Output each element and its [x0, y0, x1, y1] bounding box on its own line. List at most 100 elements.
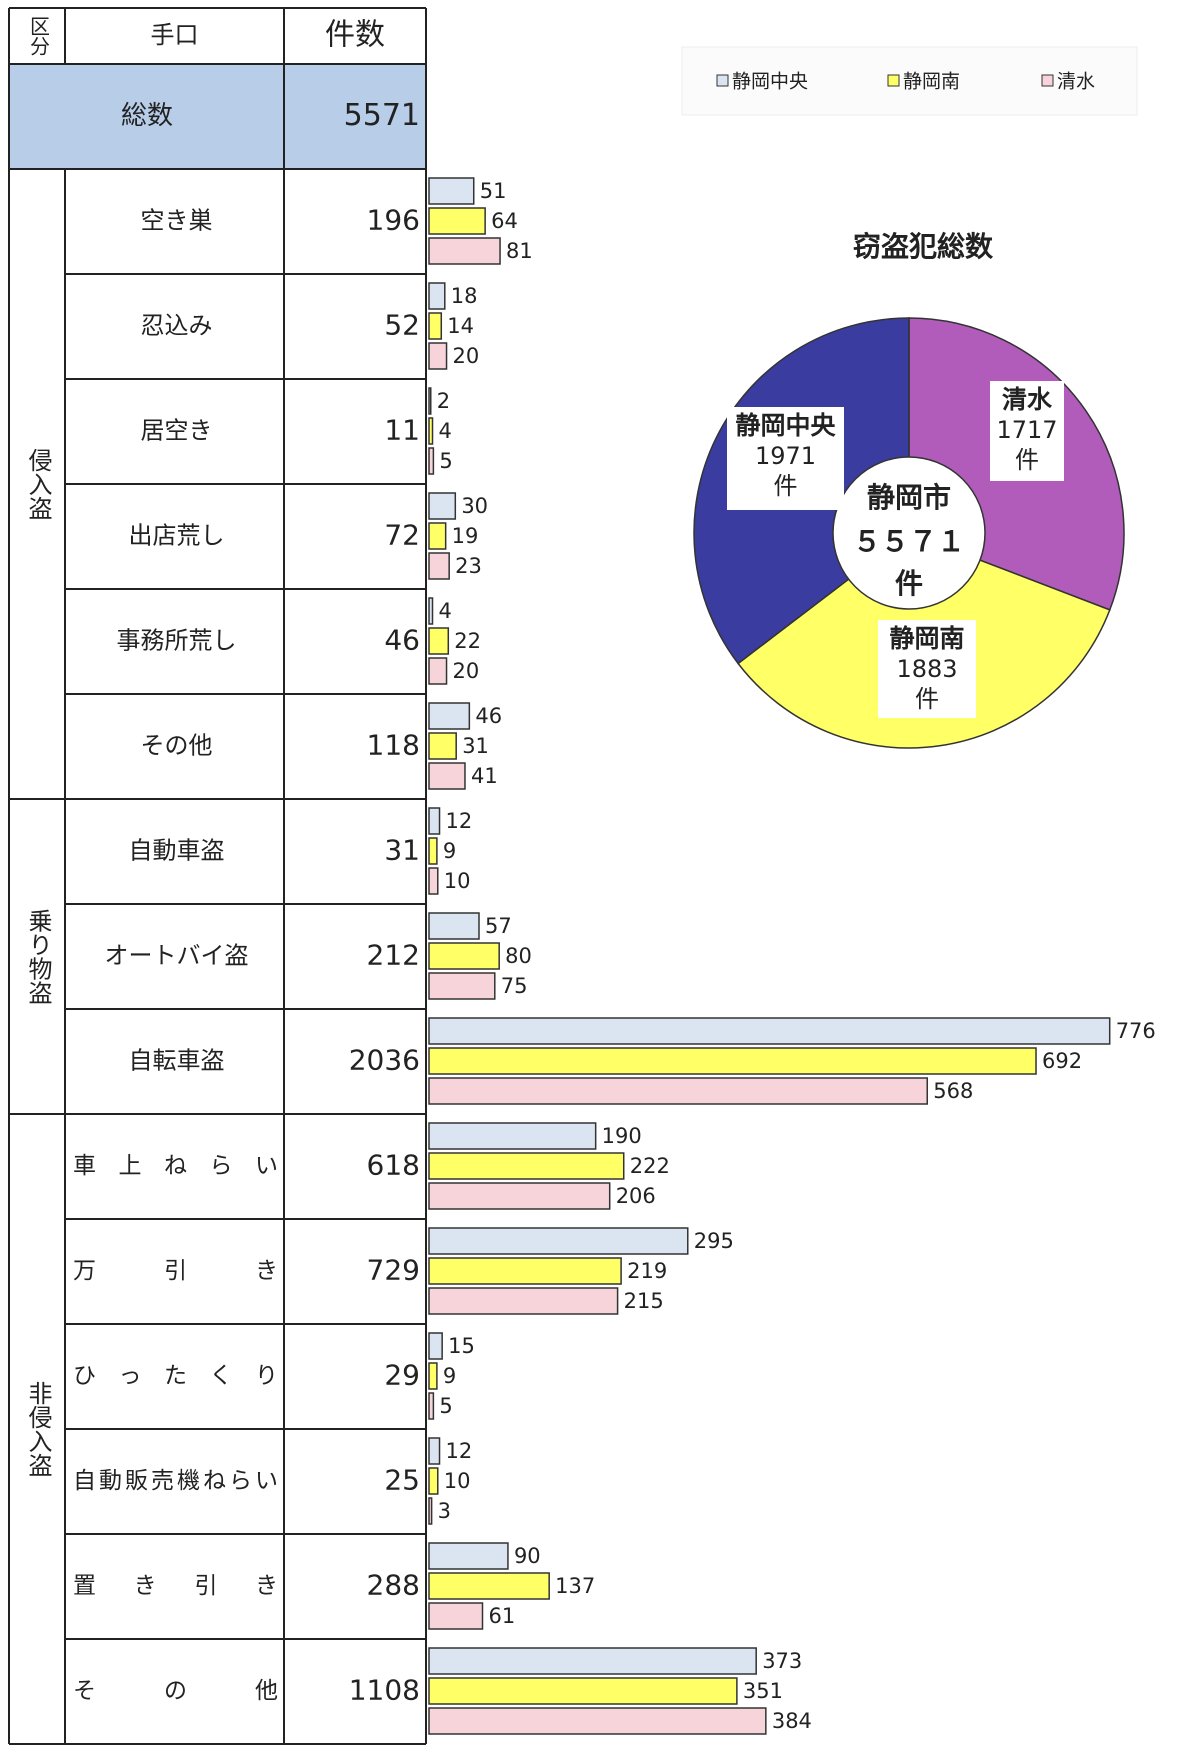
row-label: その他	[141, 732, 213, 760]
bar	[428, 1542, 509, 1570]
bar-value-label: 568	[933, 1079, 973, 1103]
bar	[428, 1332, 443, 1360]
bar-value-label: 46	[475, 704, 502, 728]
pie-center-label: 静岡市	[867, 481, 951, 514]
bar-value-label: 9	[443, 1364, 456, 1388]
row-label: オートバイ盗	[105, 942, 249, 970]
bar	[428, 1152, 625, 1180]
pie-center-unit: 件	[895, 567, 923, 600]
legend-swatch	[716, 74, 729, 87]
bar-value-label: 5	[439, 449, 452, 473]
bar-value-label: 384	[772, 1709, 812, 1733]
row-label: 出店荒し	[129, 522, 225, 550]
row-count: 2036	[349, 1044, 420, 1077]
bar	[428, 597, 434, 625]
bar-value-label: 2	[437, 389, 450, 413]
pie-center-value: ５５７１	[853, 525, 965, 558]
legend-label: 清水	[1057, 71, 1095, 93]
row-label: 自転車盗	[129, 1047, 225, 1075]
bar-value-label: 18	[451, 284, 478, 308]
bar	[428, 522, 447, 550]
pie-slice-name: 静岡中央	[735, 411, 836, 440]
pie-label-box	[727, 407, 844, 510]
header-cell: 区分	[27, 16, 51, 56]
bar	[428, 807, 441, 835]
bar-value-label: 4	[439, 419, 452, 443]
legend-box	[681, 46, 1138, 116]
pie-title: 窃盗犯総数	[853, 230, 994, 263]
bar-value-label: 61	[489, 1604, 516, 1628]
legend-label: 静岡南	[903, 71, 960, 93]
bar	[428, 207, 486, 235]
row-label: 居空き	[141, 417, 213, 445]
bar-value-label: 351	[743, 1679, 783, 1703]
bar-value-label: 22	[454, 629, 481, 653]
row-label: 空き巣	[141, 207, 213, 235]
bar-value-label: 3	[438, 1499, 451, 1523]
bar	[428, 762, 466, 790]
bar-value-label: 776	[1116, 1019, 1156, 1043]
bar-value-label: 4	[439, 599, 452, 623]
row-label: 自動車盗	[129, 837, 225, 865]
bar-value-label: 51	[480, 179, 507, 203]
bar	[428, 972, 496, 1000]
pie-slice-value: 1883	[896, 655, 957, 683]
bar-value-label: 10	[444, 869, 471, 893]
bar	[428, 1467, 439, 1495]
total-label: 総数	[121, 101, 173, 131]
bar	[428, 1362, 438, 1390]
pie-slice-unit: 件	[1015, 446, 1039, 474]
row-count: 31	[384, 834, 420, 867]
bar	[428, 867, 439, 895]
bar-value-label: 137	[555, 1574, 595, 1598]
bar-value-label: 81	[506, 239, 533, 263]
bar	[428, 282, 446, 310]
bar	[428, 1257, 622, 1285]
row-count: 618	[367, 1149, 420, 1182]
bar-value-label: 41	[471, 764, 498, 788]
row-count: 25	[384, 1464, 420, 1497]
bar	[428, 1182, 611, 1210]
group-label: 乗り物盗	[24, 909, 52, 1005]
bar	[428, 417, 434, 445]
bar-value-label: 295	[694, 1229, 734, 1253]
bar	[428, 492, 457, 520]
bar-value-label: 31	[462, 734, 489, 758]
bar	[428, 1572, 550, 1600]
bar	[428, 657, 448, 685]
bar-value-label: 222	[630, 1154, 670, 1178]
bar	[428, 177, 475, 205]
pie-slice-name: 清水	[1002, 385, 1053, 414]
row-count: 1108	[349, 1674, 420, 1707]
pie-slice-value: 1971	[755, 442, 816, 470]
bar	[428, 1227, 689, 1255]
row-count: 29	[384, 1359, 420, 1392]
bar	[428, 387, 432, 415]
bar-value-label: 206	[616, 1184, 656, 1208]
header-cell: 件数	[325, 18, 385, 53]
pie-label-box	[990, 381, 1064, 481]
total-row-bg	[9, 64, 426, 169]
bar-value-label: 10	[444, 1469, 471, 1493]
bar	[428, 1122, 597, 1150]
bar-value-label: 9	[443, 839, 456, 863]
bar	[428, 627, 450, 655]
legend-swatch	[887, 74, 900, 87]
bar-value-label: 692	[1042, 1049, 1082, 1073]
bar-value-label: 23	[455, 554, 482, 578]
bar-value-label: 12	[446, 809, 473, 833]
bar	[428, 732, 457, 760]
bar	[428, 942, 500, 970]
legend-swatch	[1041, 74, 1054, 87]
bar	[428, 1017, 1111, 1045]
bar	[428, 312, 443, 340]
pie-slice-unit: 件	[915, 685, 939, 713]
pie-slice-value: 1717	[996, 416, 1057, 444]
row-count: 11	[384, 414, 420, 447]
bar-value-label: 20	[453, 659, 480, 683]
bar	[428, 1287, 619, 1315]
group-label: 侵入盗	[24, 448, 52, 520]
bar-value-label: 373	[762, 1649, 802, 1673]
bar-value-label: 90	[514, 1544, 541, 1568]
